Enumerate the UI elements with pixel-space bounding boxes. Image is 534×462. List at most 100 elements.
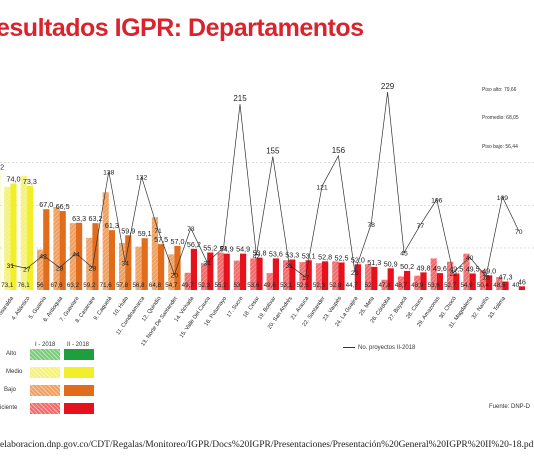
bar-label-2018-2: 52,8 <box>318 252 332 261</box>
bar-label-2018-2: 77,2 <box>0 163 4 172</box>
bar-label-2018-2: 63,2 <box>89 214 103 223</box>
legend-label-alto: Alto <box>6 351 17 357</box>
bar-label-2018-1: 71,6 <box>100 282 113 289</box>
bar-2018-1 <box>53 206 60 290</box>
promedio-label: Promedio: 68,05 <box>482 115 519 121</box>
bar-2018-2 <box>141 238 148 290</box>
bar-label-2018-2: 57,0 <box>171 237 185 246</box>
bar-label-2018-1: 49,6 <box>264 282 277 289</box>
project-count-label: 132 <box>136 175 148 182</box>
bar-2018-2 <box>404 270 411 290</box>
legend-swatch-2018-2 <box>64 385 94 396</box>
bar-2018-1 <box>233 260 240 290</box>
bar-label-2018-2: 53,8 <box>253 249 267 258</box>
bar-label-2018-1: 67,6 <box>50 282 63 289</box>
bar-2018-2 <box>486 275 493 290</box>
bar-label-2018-2: 61,3 <box>105 221 119 230</box>
bar-2018-1 <box>397 276 404 290</box>
bar-2018-1 <box>283 260 290 290</box>
project-count-label: 28 <box>56 266 64 273</box>
bar-label-2018-1: 56 <box>37 282 44 289</box>
line-legend: No. proyectos II-2018 <box>343 345 415 351</box>
source-label: Fuente: DNP-D <box>488 404 530 410</box>
bar-2018-2 <box>371 266 378 290</box>
bar-2018-1 <box>479 270 486 290</box>
bar-2018-2 <box>469 273 476 290</box>
project-count-label: 20 <box>171 273 179 280</box>
bar-label-2018-2: 53,1 <box>302 251 316 260</box>
legend-swatch-2018-1 <box>30 349 60 360</box>
bar-label-2018-2: 52,0 <box>351 255 365 264</box>
bar-2018-1 <box>381 279 388 290</box>
project-count-label: 23 <box>351 270 359 277</box>
bar-2018-1 <box>151 217 158 290</box>
category-label: 33. Tolima <box>488 295 508 320</box>
bar-2018-1 <box>86 237 93 290</box>
bar-label-2018-1: 48,5 <box>493 282 506 289</box>
bar-label-2018-1: 59,2 <box>83 282 96 289</box>
bar-label-2018-1: 52,8 <box>329 282 342 289</box>
legend-header-1: I - 2018 <box>35 342 56 348</box>
bar-2018-1 <box>20 175 27 290</box>
bar-2018-2 <box>158 244 165 290</box>
bar-2018-2 <box>59 211 66 290</box>
bar-label-2018-2: 51,3 <box>367 258 381 267</box>
bar-2018-2 <box>174 245 181 290</box>
bar-label-2018-1: 48,7 <box>395 282 408 289</box>
bar-label-2018-2: 67,0 <box>39 200 53 209</box>
bar-2018-1 <box>414 275 421 290</box>
project-count-label: 73 <box>187 226 195 233</box>
bar-label-2018-1: 49,7 <box>182 282 195 289</box>
project-count-label: 40 <box>466 255 474 262</box>
bar-label-2018-2: 56,2 <box>187 240 201 249</box>
bar-2018-1 <box>37 249 44 290</box>
bar-label-2018-2: 54,9 <box>236 245 250 254</box>
bar-label-2018-1: 53 <box>233 282 240 289</box>
project-count-label: 31 <box>7 263 15 270</box>
bar-2018-1 <box>102 192 109 290</box>
bar-label-2018-2: 49,0 <box>482 266 496 275</box>
bar-2018-2 <box>26 186 33 290</box>
legend-swatch-2018-1 <box>30 385 60 396</box>
bar-2018-2 <box>518 286 525 290</box>
project-count-label: 109 <box>497 195 509 202</box>
project-count-label: 215 <box>233 94 247 103</box>
bar-label-2018-2: 54,9 <box>220 245 234 254</box>
bar-label-2018-1: 40 <box>512 282 519 289</box>
project-count-label: 42 <box>39 253 47 260</box>
bar-label-2018-2: 49,6 <box>433 264 447 273</box>
bar-label-2018-1: 53,6 <box>428 282 441 289</box>
project-count-label: 156 <box>332 146 346 155</box>
bar-2018-1 <box>266 273 273 290</box>
legend-swatch-2018-1 <box>30 403 60 414</box>
bar-label-2018-2: 63,3 <box>72 214 86 223</box>
project-count-label: 229 <box>381 82 395 91</box>
bar-2018-2 <box>240 253 247 290</box>
bar-label-2018-2: 53,3 <box>285 251 299 260</box>
bar-label-2018-1: 52,6 <box>296 282 309 289</box>
project-count-label: 18 <box>482 274 490 281</box>
bar-label-2018-1: 48,9 <box>411 282 424 289</box>
bar-label-2018-2: 49,5 <box>449 264 463 273</box>
bar-2018-2 <box>322 261 329 290</box>
line-legend-swatch <box>343 346 355 348</box>
line-legend-label: No. proyectos II-2018 <box>358 345 416 351</box>
bar-label-2018-2: 66,5 <box>56 202 70 211</box>
project-count-label: 155 <box>266 147 280 156</box>
bar-2018-2 <box>420 272 427 290</box>
project-count-label: 44 <box>72 252 80 259</box>
project-count-label: 34 <box>203 260 211 267</box>
bar-2018-1 <box>201 263 208 290</box>
bar-2018-2 <box>272 258 279 290</box>
bar-2018-2 <box>207 252 214 290</box>
bar-2018-1 <box>299 262 306 290</box>
bar-2018-1 <box>365 264 372 290</box>
project-count-label: 77 <box>417 223 425 230</box>
legend-swatch-2018-2 <box>64 403 94 414</box>
project-count-label: 34 <box>121 260 129 267</box>
bar-label-2018-1: 53,6 <box>247 282 260 289</box>
bar-label-2018-1: 50,4 <box>477 282 490 289</box>
bar-2018-2 <box>436 273 443 290</box>
bar-2018-1 <box>430 258 437 290</box>
